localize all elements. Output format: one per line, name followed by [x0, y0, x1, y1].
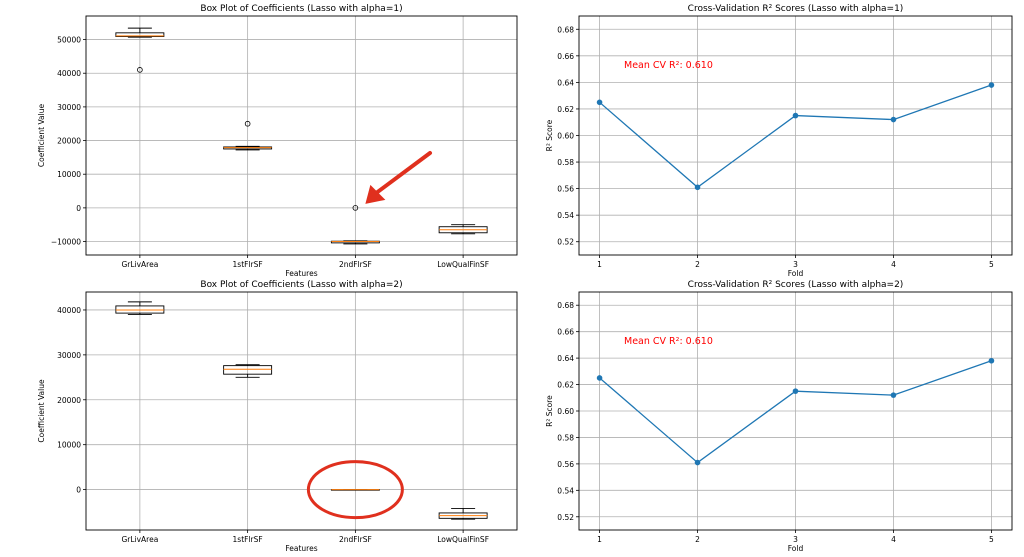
x-tick-label: 2ndFlrSF	[339, 260, 372, 269]
chart-panel-3: 0 10000 20000 30000 40000 GrLivArea 1stFlrSF 2n…	[37, 280, 518, 553]
x-tick-label: 5	[989, 535, 994, 544]
y-axis-label: Coefficient Value	[37, 379, 46, 443]
chart-title: Box Plot of Coefficients (Lasso with alp…	[200, 4, 402, 14]
axes-frame	[85, 291, 518, 531]
x-tick-label: GrLivArea	[121, 260, 158, 269]
y-tick-label: 0.64	[557, 78, 574, 87]
box-GrLivArea	[115, 301, 165, 315]
data-point	[988, 357, 995, 364]
box-2ndFlrSF	[330, 205, 380, 245]
y-axis-label: Coefficient Value	[37, 104, 46, 168]
x-axis-label: Fold	[788, 544, 804, 553]
x-tick-label: GrLivArea	[121, 535, 158, 544]
chart-panel-4: 0.52 0.54 0.56 0.58 0.60 0.62 0.64 0.66 0.68 1 2 3 4…	[545, 280, 1013, 553]
x-tick-label: LowQualFinSF	[437, 260, 489, 269]
y-tick-label: 0.66	[557, 328, 574, 337]
y-tick-label: 0.64	[557, 354, 574, 363]
x-tick-label: LowQualFinSF	[437, 535, 489, 544]
x-axis-label: Features	[285, 269, 317, 278]
x-tick-label: 4	[891, 260, 896, 269]
x-axis-label: Features	[285, 544, 317, 553]
axes-frame	[578, 291, 1013, 531]
x-tick-label: 1	[597, 535, 602, 544]
x-axis-label: Fold	[788, 269, 804, 278]
data-point	[988, 82, 995, 88]
data-point	[596, 375, 603, 381]
y-tick-label: 0	[76, 204, 81, 213]
box-LowQualFinSF	[438, 507, 488, 520]
axes-frame	[578, 15, 1013, 256]
y-tick-label: 0.58	[557, 158, 574, 167]
y-tick-label: 0.56	[557, 185, 574, 194]
data-point	[890, 392, 897, 398]
box-2ndFlrSF	[330, 489, 380, 491]
data-point	[596, 99, 603, 106]
x-tick-label: 1stFlrSF	[233, 535, 263, 544]
outlier-point	[244, 120, 251, 127]
x-tick-label: 3	[793, 535, 798, 544]
x-tick-label: 4	[891, 535, 896, 544]
y-tick-label: 0.60	[557, 407, 574, 416]
y-tick-label: 0.60	[557, 132, 574, 141]
outlier-point	[352, 205, 359, 211]
data-point	[694, 459, 701, 466]
y-tick-label: 0.58	[557, 433, 574, 442]
axes-frame	[85, 15, 518, 256]
x-tick-label: 2ndFlrSF	[339, 535, 372, 544]
y-tick-label: 0	[76, 486, 81, 495]
chart-title: Box Plot of Coefficients (Lasso with alp…	[200, 280, 402, 290]
y-tick-label: 10000	[57, 170, 81, 179]
x-tick-label: 5	[989, 260, 994, 269]
data-point	[890, 116, 897, 123]
annotation-arrowhead	[365, 184, 386, 204]
y-tick-label: −10000	[51, 238, 81, 247]
box-GrLivArea	[115, 27, 165, 73]
y-tick-label: 40000	[57, 69, 81, 78]
chart-title: Cross-Validation R² Scores (Lasso with a…	[688, 4, 904, 14]
y-tick-label: 0.56	[557, 460, 574, 469]
chart-title: Cross-Validation R² Scores (Lasso with a…	[688, 280, 904, 290]
x-tick-label: 1stFlrSF	[233, 260, 263, 269]
x-tick-label: 3	[793, 260, 798, 269]
x-tick-label: 1	[597, 260, 602, 269]
x-tick-label: 2	[695, 260, 700, 269]
mean-cv-annotation: Mean CV R²: 0.610	[624, 60, 713, 71]
chart-panel-1: −10000 0 10000 20000 30000 40000 50000 GrLivAre…	[37, 4, 518, 278]
data-point	[792, 112, 799, 119]
mean-cv-annotation: Mean CV R²: 0.610	[624, 336, 713, 347]
y-tick-label: 0.54	[557, 486, 574, 495]
annotation-arrow	[374, 151, 432, 195]
y-axis-label: R² Score	[545, 395, 554, 427]
y-axis-label: R² Score	[545, 119, 554, 151]
data-point	[694, 184, 701, 191]
annotation-ellipse	[306, 460, 404, 520]
y-tick-label: 10000	[57, 441, 81, 450]
y-tick-label: 0.68	[557, 25, 574, 34]
x-tick-label: 2	[695, 535, 700, 544]
chart-panel-2: 0.52 0.54 0.56 0.58 0.60 0.62 0.64 0.66 0.68 1 2 3 4…	[545, 4, 1013, 278]
y-tick-label: 30000	[57, 351, 81, 360]
y-tick-label: 40000	[57, 306, 81, 315]
box-1stFlrSF	[223, 364, 273, 378]
y-tick-label: 0.66	[557, 52, 574, 61]
y-tick-label: 0.68	[557, 301, 574, 310]
y-tick-label: 0.62	[557, 105, 574, 114]
y-tick-label: 20000	[57, 396, 81, 405]
data-point	[792, 388, 799, 394]
y-tick-label: 0.52	[557, 513, 574, 522]
y-tick-label: 20000	[57, 137, 81, 146]
box-iqr	[115, 32, 165, 37]
outlier-point	[137, 67, 143, 73]
y-tick-label: 30000	[57, 103, 81, 112]
y-tick-label: 50000	[57, 36, 81, 45]
box-LowQualFinSF	[438, 224, 488, 235]
y-tick-label: 0.54	[557, 211, 574, 220]
box-1stFlrSF	[223, 120, 273, 151]
y-tick-label: 0.62	[557, 381, 574, 390]
y-tick-label: 0.52	[557, 238, 574, 247]
box-iqr	[223, 365, 273, 375]
